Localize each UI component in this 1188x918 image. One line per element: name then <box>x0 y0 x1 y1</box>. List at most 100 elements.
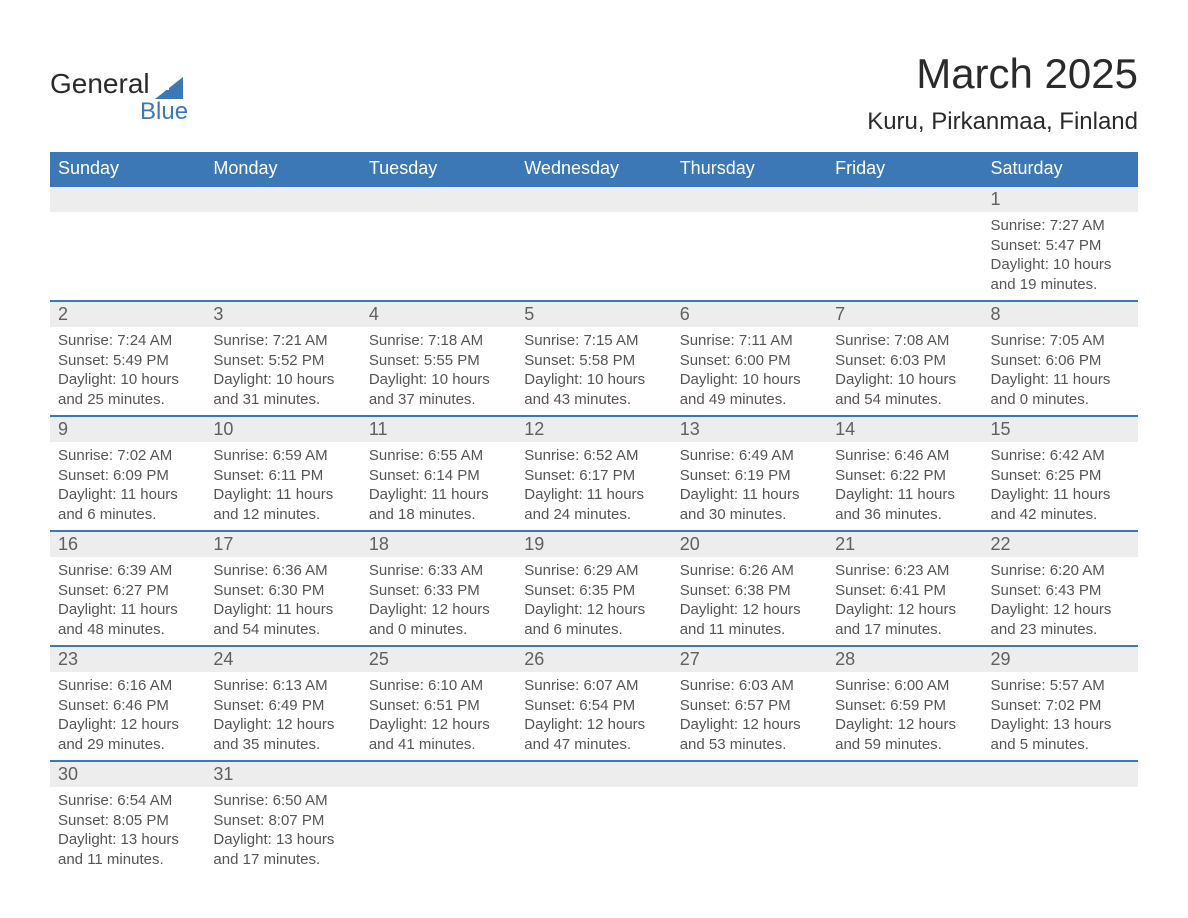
day-body-cell: Sunrise: 7:02 AMSunset: 6:09 PMDaylight:… <box>50 442 205 531</box>
day-body-cell <box>205 212 360 301</box>
day-daylight1: Daylight: 11 hours <box>213 600 352 620</box>
day-sunrise: Sunrise: 6:50 AM <box>213 791 352 811</box>
day-num-cell: 1 <box>983 186 1138 212</box>
day-daylight1: Daylight: 11 hours <box>680 485 819 505</box>
day-body-cell: Sunrise: 6:03 AMSunset: 6:57 PMDaylight:… <box>672 672 827 761</box>
day-daylight2: and 18 minutes. <box>369 505 508 525</box>
day-daylight2: and 23 minutes. <box>991 620 1130 640</box>
day-body-cell <box>50 212 205 301</box>
day-body-cell <box>983 787 1138 875</box>
day-daylight2: and 42 minutes. <box>991 505 1130 525</box>
day-number: 11 <box>361 417 516 442</box>
day-daylight1: Daylight: 12 hours <box>369 600 508 620</box>
day-sunrise: Sunrise: 6:36 AM <box>213 561 352 581</box>
week-daynum-row: 23242526272829 <box>50 646 1138 672</box>
day-sunrise: Sunrise: 6:59 AM <box>213 446 352 466</box>
logo-text: General <box>50 68 188 106</box>
day-body-cell: Sunrise: 6:46 AMSunset: 6:22 PMDaylight:… <box>827 442 982 531</box>
document-header: General Blue March 2025 Kuru, Pirkanmaa,… <box>50 50 1138 136</box>
day-sunrise: Sunrise: 7:05 AM <box>991 331 1130 351</box>
col-tuesday: Tuesday <box>361 152 516 186</box>
day-body-cell: Sunrise: 5:57 AMSunset: 7:02 PMDaylight:… <box>983 672 1138 761</box>
day-sunset: Sunset: 6:27 PM <box>58 581 197 601</box>
day-body-cell: Sunrise: 6:33 AMSunset: 6:33 PMDaylight:… <box>361 557 516 646</box>
day-num-cell: 25 <box>361 646 516 672</box>
day-number: 20 <box>672 532 827 557</box>
day-num-cell <box>516 761 671 787</box>
day-sunset: Sunset: 8:07 PM <box>213 811 352 831</box>
col-friday: Friday <box>827 152 982 186</box>
day-daylight2: and 6 minutes. <box>58 505 197 525</box>
week-daynum-row: 3031 <box>50 761 1138 787</box>
day-sunrise: Sunrise: 6:00 AM <box>835 676 974 696</box>
day-sunrise: Sunrise: 6:23 AM <box>835 561 974 581</box>
day-daylight2: and 36 minutes. <box>835 505 974 525</box>
day-sunset: Sunset: 6:46 PM <box>58 696 197 716</box>
day-daylight1: Daylight: 12 hours <box>680 715 819 735</box>
day-sunrise: Sunrise: 6:52 AM <box>524 446 663 466</box>
week-daynum-row: 9101112131415 <box>50 416 1138 442</box>
day-daylight1: Daylight: 12 hours <box>524 715 663 735</box>
day-daylight1: Daylight: 12 hours <box>835 715 974 735</box>
day-sunset: Sunset: 6:54 PM <box>524 696 663 716</box>
day-num-cell: 30 <box>50 761 205 787</box>
day-daylight2: and 17 minutes. <box>213 850 352 870</box>
day-daylight1: Daylight: 12 hours <box>680 600 819 620</box>
col-wednesday: Wednesday <box>516 152 671 186</box>
day-daylight2: and 35 minutes. <box>213 735 352 755</box>
day-num-cell: 10 <box>205 416 360 442</box>
day-daylight1: Daylight: 13 hours <box>213 830 352 850</box>
day-daylight1: Daylight: 11 hours <box>835 485 974 505</box>
day-sunset: Sunset: 6:43 PM <box>991 581 1130 601</box>
day-sunset: Sunset: 6:14 PM <box>369 466 508 486</box>
day-body-cell: Sunrise: 6:20 AMSunset: 6:43 PMDaylight:… <box>983 557 1138 646</box>
day-daylight1: Daylight: 10 hours <box>524 370 663 390</box>
day-num-cell: 20 <box>672 531 827 557</box>
day-daylight1: Daylight: 10 hours <box>991 255 1130 275</box>
day-number: 15 <box>983 417 1138 442</box>
col-thursday: Thursday <box>672 152 827 186</box>
day-sunrise: Sunrise: 6:33 AM <box>369 561 508 581</box>
day-num-cell: 4 <box>361 301 516 327</box>
day-sunset: Sunset: 6:03 PM <box>835 351 974 371</box>
day-sunrise: Sunrise: 6:07 AM <box>524 676 663 696</box>
day-daylight1: Daylight: 12 hours <box>991 600 1130 620</box>
week-daynum-row: 1 <box>50 186 1138 212</box>
day-body-cell: Sunrise: 7:15 AMSunset: 5:58 PMDaylight:… <box>516 327 671 416</box>
day-number: 6 <box>672 302 827 327</box>
day-number: 31 <box>205 762 360 787</box>
day-sunset: Sunset: 6:19 PM <box>680 466 819 486</box>
day-num-cell: 11 <box>361 416 516 442</box>
day-daylight1: Daylight: 10 hours <box>835 370 974 390</box>
day-sunrise: Sunrise: 7:18 AM <box>369 331 508 351</box>
day-body-cell: Sunrise: 7:24 AMSunset: 5:49 PMDaylight:… <box>50 327 205 416</box>
day-number: 25 <box>361 647 516 672</box>
day-daylight1: Daylight: 10 hours <box>680 370 819 390</box>
day-sunset: Sunset: 6:11 PM <box>213 466 352 486</box>
day-sunrise: Sunrise: 7:02 AM <box>58 446 197 466</box>
day-num-cell: 6 <box>672 301 827 327</box>
day-num-cell: 13 <box>672 416 827 442</box>
day-sunset: Sunset: 6:59 PM <box>835 696 974 716</box>
day-sunrise: Sunrise: 6:39 AM <box>58 561 197 581</box>
day-num-cell <box>672 761 827 787</box>
col-sunday: Sunday <box>50 152 205 186</box>
day-number: 26 <box>516 647 671 672</box>
day-daylight2: and 0 minutes. <box>991 390 1130 410</box>
day-daylight2: and 11 minutes. <box>680 620 819 640</box>
day-daylight1: Daylight: 11 hours <box>58 600 197 620</box>
day-sunset: Sunset: 6:51 PM <box>369 696 508 716</box>
day-sunrise: Sunrise: 6:55 AM <box>369 446 508 466</box>
day-sunset: Sunset: 6:57 PM <box>680 696 819 716</box>
day-sunrise: Sunrise: 6:42 AM <box>991 446 1130 466</box>
day-num-cell: 23 <box>50 646 205 672</box>
day-number: 1 <box>983 187 1138 212</box>
day-sunset: Sunset: 6:41 PM <box>835 581 974 601</box>
day-body-cell: Sunrise: 6:29 AMSunset: 6:35 PMDaylight:… <box>516 557 671 646</box>
day-body-cell: Sunrise: 6:36 AMSunset: 6:30 PMDaylight:… <box>205 557 360 646</box>
day-number: 12 <box>516 417 671 442</box>
day-number: 4 <box>361 302 516 327</box>
day-sunset: Sunset: 6:49 PM <box>213 696 352 716</box>
day-num-cell <box>983 761 1138 787</box>
day-daylight2: and 49 minutes. <box>680 390 819 410</box>
